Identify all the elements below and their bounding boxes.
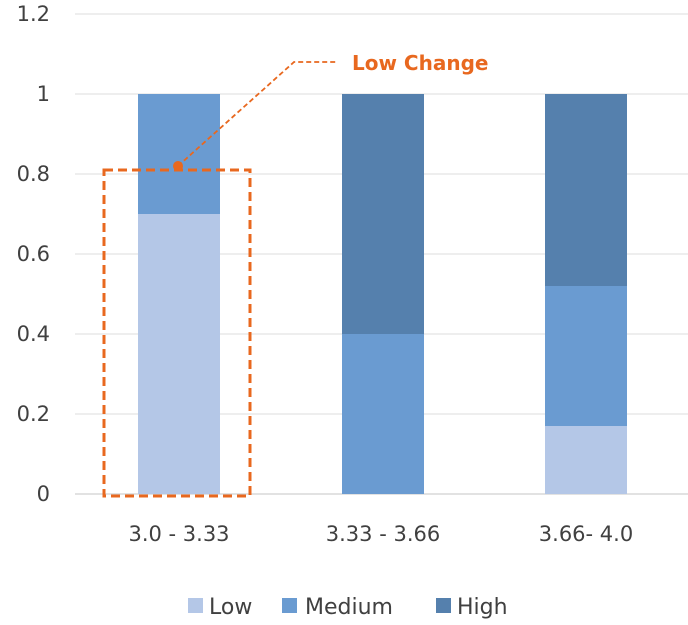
x-category-label: 3.66- 4.0 bbox=[539, 522, 633, 546]
legend-swatch-medium bbox=[282, 598, 297, 613]
bar-medium bbox=[545, 286, 627, 426]
bars bbox=[138, 94, 627, 494]
y-tick-label: 0.2 bbox=[17, 402, 50, 426]
bar-high bbox=[342, 94, 424, 334]
y-tick-label: 0.8 bbox=[17, 162, 50, 186]
legend-label-high: High bbox=[457, 595, 508, 620]
legend: Low Medium High bbox=[188, 595, 508, 620]
bar-low bbox=[545, 426, 627, 494]
y-axis-ticks: 0 0.2 0.4 0.6 0.8 1 1.2 bbox=[17, 2, 50, 506]
y-tick-label: 0.6 bbox=[17, 242, 50, 266]
legend-label-low: Low bbox=[209, 595, 252, 620]
legend-swatch-high bbox=[436, 598, 451, 613]
legend-swatch-low bbox=[188, 598, 203, 613]
legend-label-medium: Medium bbox=[305, 595, 393, 620]
x-category-label: 3.33 - 3.66 bbox=[326, 522, 440, 546]
annotation-leader-line bbox=[177, 61, 338, 167]
bar-low bbox=[138, 214, 220, 494]
bar-medium bbox=[342, 334, 424, 494]
y-tick-label: 0.4 bbox=[17, 322, 50, 346]
annotation-marker bbox=[173, 161, 183, 171]
annotation: Low Change bbox=[102, 51, 488, 498]
x-axis-categories: 3.0 - 3.33 3.33 - 3.66 3.66- 4.0 bbox=[128, 522, 633, 546]
y-tick-label: 1 bbox=[37, 82, 50, 106]
y-tick-label: 1.2 bbox=[17, 2, 50, 26]
annotation-label: Low Change bbox=[352, 51, 488, 75]
bar-high bbox=[545, 94, 627, 286]
y-tick-label: 0 bbox=[37, 482, 50, 506]
bar-medium bbox=[138, 94, 220, 214]
x-category-label: 3.0 - 3.33 bbox=[128, 522, 229, 546]
